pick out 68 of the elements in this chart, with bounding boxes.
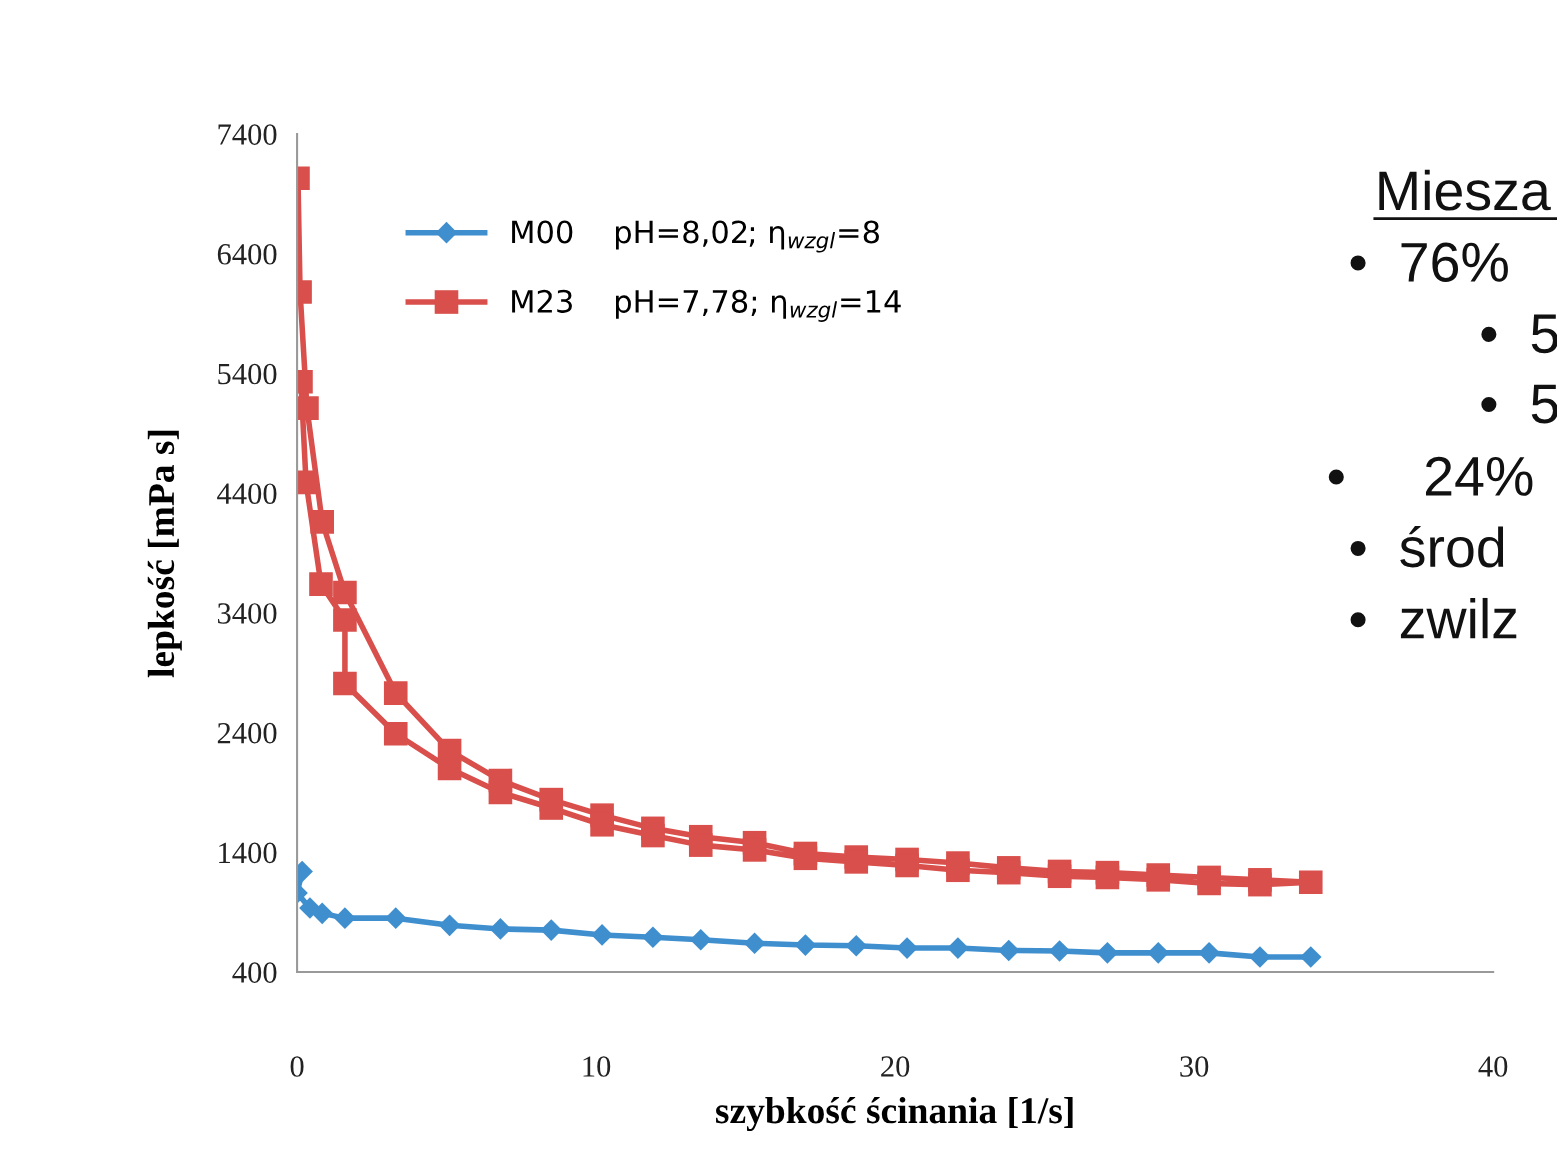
y-tick-label: 1400 [219, 842, 277, 864]
point [311, 902, 333, 925]
point [333, 580, 357, 605]
point [1248, 872, 1272, 897]
x-tick-label: 30 [1180, 1056, 1209, 1077]
point [1147, 942, 1170, 964]
y-tick-label: 3400 [217, 603, 277, 624]
point [1249, 946, 1271, 968]
point [309, 572, 333, 596]
point [383, 681, 408, 705]
point [743, 932, 766, 955]
point [794, 934, 817, 956]
y-tick-label: 6400 [217, 243, 277, 265]
y-axis-title: lepkość [mPa s] [147, 430, 182, 678]
point [438, 914, 461, 937]
point [384, 907, 407, 929]
point [688, 833, 713, 857]
point [1299, 946, 1322, 968]
point [489, 918, 512, 940]
x-tick-label: 0 [290, 1056, 304, 1077]
point [997, 939, 1020, 962]
x-tick-label: 10 [583, 1056, 611, 1077]
point [641, 823, 665, 848]
x-axis-title: szybkość ścinania [1/s] [716, 1096, 1073, 1132]
annotation: • 24% [1328, 456, 1533, 496]
point [539, 796, 564, 820]
point [310, 510, 334, 534]
annotation: • zwilz [1350, 597, 1517, 639]
point [590, 812, 614, 837]
point [1146, 868, 1171, 892]
legend-label: M23 pH=7,78; η$_{wzgl}$=14 [512, 289, 901, 322]
annotation: • środ [1350, 525, 1504, 568]
point [1096, 942, 1119, 964]
point [333, 671, 357, 696]
point [896, 937, 918, 959]
point [1298, 870, 1323, 895]
legend-label: M00 pH=8,02; η$_{wzgl}$=8 [512, 220, 879, 253]
y-tick-label: 4400 [217, 483, 277, 505]
point [742, 838, 767, 862]
point [1047, 864, 1072, 889]
y-tick-label: 2400 [217, 722, 277, 744]
point [946, 858, 970, 883]
x-tick-label: 40 [1478, 1056, 1508, 1077]
y-tick-label: 400 [232, 962, 277, 983]
x-tick-label: 20 [881, 1056, 910, 1077]
point [947, 937, 969, 959]
point [1048, 940, 1071, 962]
point [1095, 865, 1120, 890]
point [845, 934, 868, 957]
point [540, 919, 563, 941]
point [383, 721, 408, 746]
y-tick-label: 7400 [218, 124, 277, 145]
point [591, 924, 613, 946]
point [642, 926, 664, 949]
point [333, 608, 357, 632]
point [689, 928, 712, 951]
annotation: • 76% [1350, 242, 1508, 282]
annotation: Miesza [1379, 169, 1551, 211]
point [793, 846, 818, 871]
point [996, 860, 1021, 885]
point [334, 907, 356, 929]
y-tick-label: 5400 [218, 363, 277, 385]
point [895, 853, 919, 878]
point [1197, 871, 1221, 896]
point [488, 780, 513, 805]
point [437, 756, 462, 781]
point [844, 850, 869, 874]
point [1198, 942, 1220, 964]
